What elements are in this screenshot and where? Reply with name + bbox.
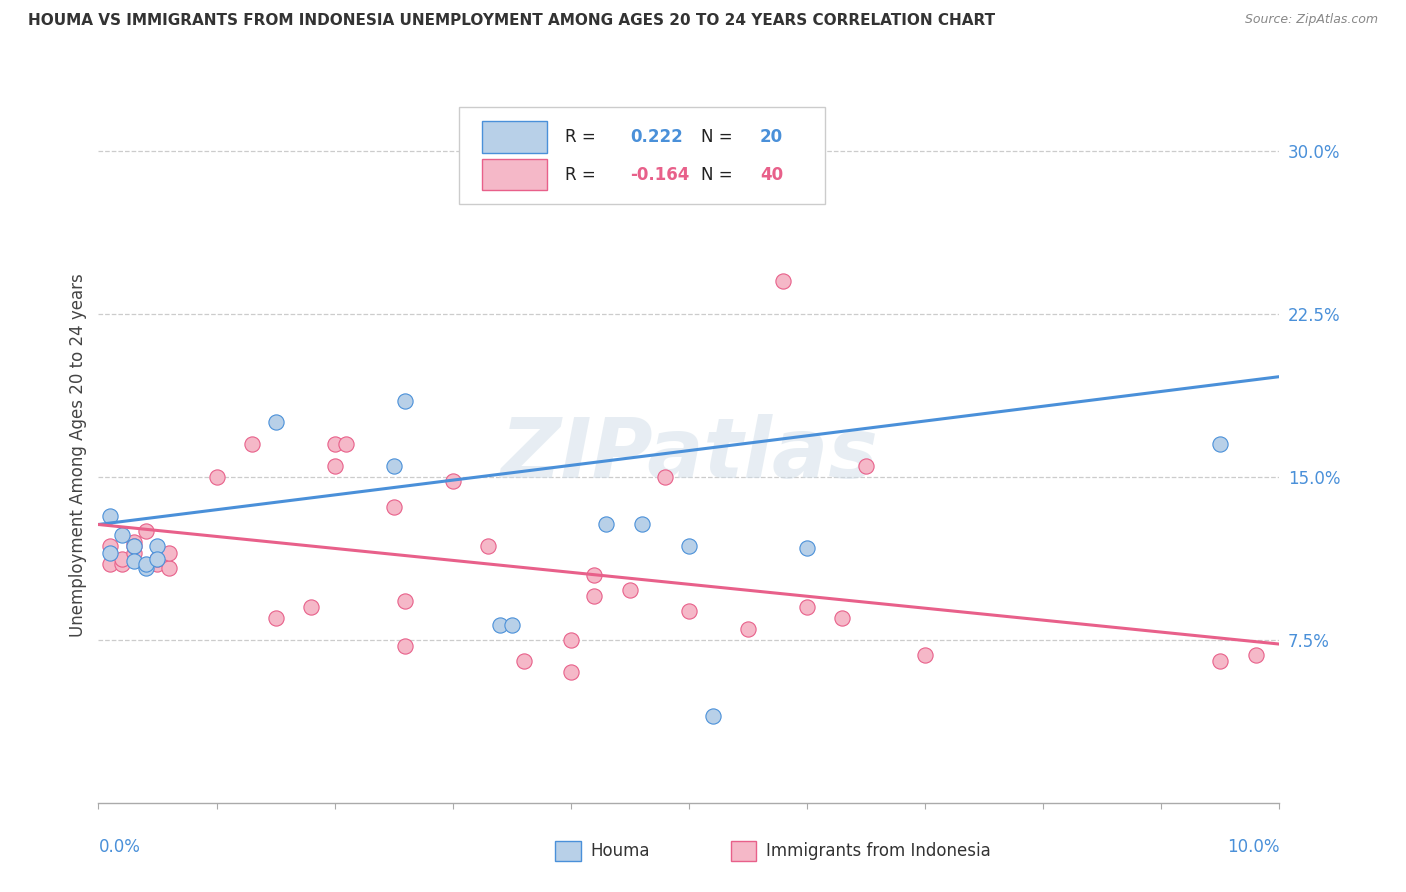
Text: 0.0%: 0.0% (98, 838, 141, 856)
Point (135, 561, 157, 575)
Point (111, 528, 134, 542)
Point (122, 546, 145, 560)
Point (1244, 648, 1267, 662)
FancyBboxPatch shape (482, 159, 547, 190)
Point (678, 539, 700, 553)
Point (135, 557, 157, 571)
Point (477, 539, 499, 553)
Point (702, 708, 724, 723)
Text: ZIPatlas: ZIPatlas (501, 415, 877, 495)
Point (489, 617, 512, 632)
Point (111, 552, 134, 566)
Point (157, 561, 180, 575)
Text: 0.222: 0.222 (630, 128, 683, 146)
Point (394, 393, 416, 408)
Point (98, 557, 121, 571)
Point (299, 600, 322, 615)
Text: R =: R = (565, 128, 600, 146)
Point (855, 458, 877, 473)
Point (157, 546, 180, 560)
FancyBboxPatch shape (458, 107, 825, 204)
Text: Houma: Houma (591, 842, 650, 860)
Text: -0.164: -0.164 (630, 166, 689, 184)
Point (512, 655, 534, 669)
Point (323, 437, 346, 451)
Point (382, 500, 405, 514)
Text: 10.0%: 10.0% (1227, 838, 1279, 856)
Point (501, 617, 523, 632)
Point (1209, 437, 1232, 451)
Point (205, 469, 228, 483)
Point (595, 517, 617, 532)
Point (135, 524, 157, 538)
Point (264, 415, 287, 429)
Text: R =: R = (565, 166, 600, 184)
Text: N =: N = (700, 166, 738, 184)
Point (441, 474, 464, 488)
Point (146, 557, 169, 571)
Point (560, 632, 582, 647)
Point (394, 593, 416, 607)
Point (98, 539, 121, 553)
Point (914, 648, 936, 662)
Text: 20: 20 (759, 128, 783, 146)
Point (583, 589, 606, 603)
Point (146, 552, 169, 566)
Point (583, 567, 606, 582)
Text: Immigrants from Indonesia: Immigrants from Indonesia (766, 842, 991, 860)
Point (122, 535, 145, 549)
Point (98, 546, 121, 560)
Point (240, 437, 263, 451)
Text: 40: 40 (759, 166, 783, 184)
Point (630, 517, 652, 532)
Point (122, 539, 145, 553)
Point (772, 274, 794, 288)
Point (796, 600, 818, 615)
Point (382, 458, 405, 473)
FancyBboxPatch shape (482, 121, 547, 153)
Text: N =: N = (700, 128, 738, 146)
Text: HOUMA VS IMMIGRANTS FROM INDONESIA UNEMPLOYMENT AMONG AGES 20 TO 24 YEARS CORREL: HOUMA VS IMMIGRANTS FROM INDONESIA UNEMP… (28, 13, 995, 29)
Point (323, 458, 346, 473)
Point (560, 665, 582, 680)
Text: Source: ZipAtlas.com: Source: ZipAtlas.com (1244, 13, 1378, 27)
Point (654, 469, 676, 483)
Point (619, 582, 641, 597)
Point (146, 552, 169, 566)
Point (122, 554, 145, 568)
Point (264, 611, 287, 625)
Point (394, 639, 416, 653)
Point (335, 437, 357, 451)
Point (796, 541, 818, 556)
Point (122, 539, 145, 553)
Point (678, 605, 700, 619)
Point (146, 539, 169, 553)
Y-axis label: Unemployment Among Ages 20 to 24 years: Unemployment Among Ages 20 to 24 years (69, 273, 87, 637)
Point (831, 611, 853, 625)
Point (98, 508, 121, 523)
Point (111, 557, 134, 571)
Point (737, 622, 759, 636)
Point (1209, 655, 1232, 669)
